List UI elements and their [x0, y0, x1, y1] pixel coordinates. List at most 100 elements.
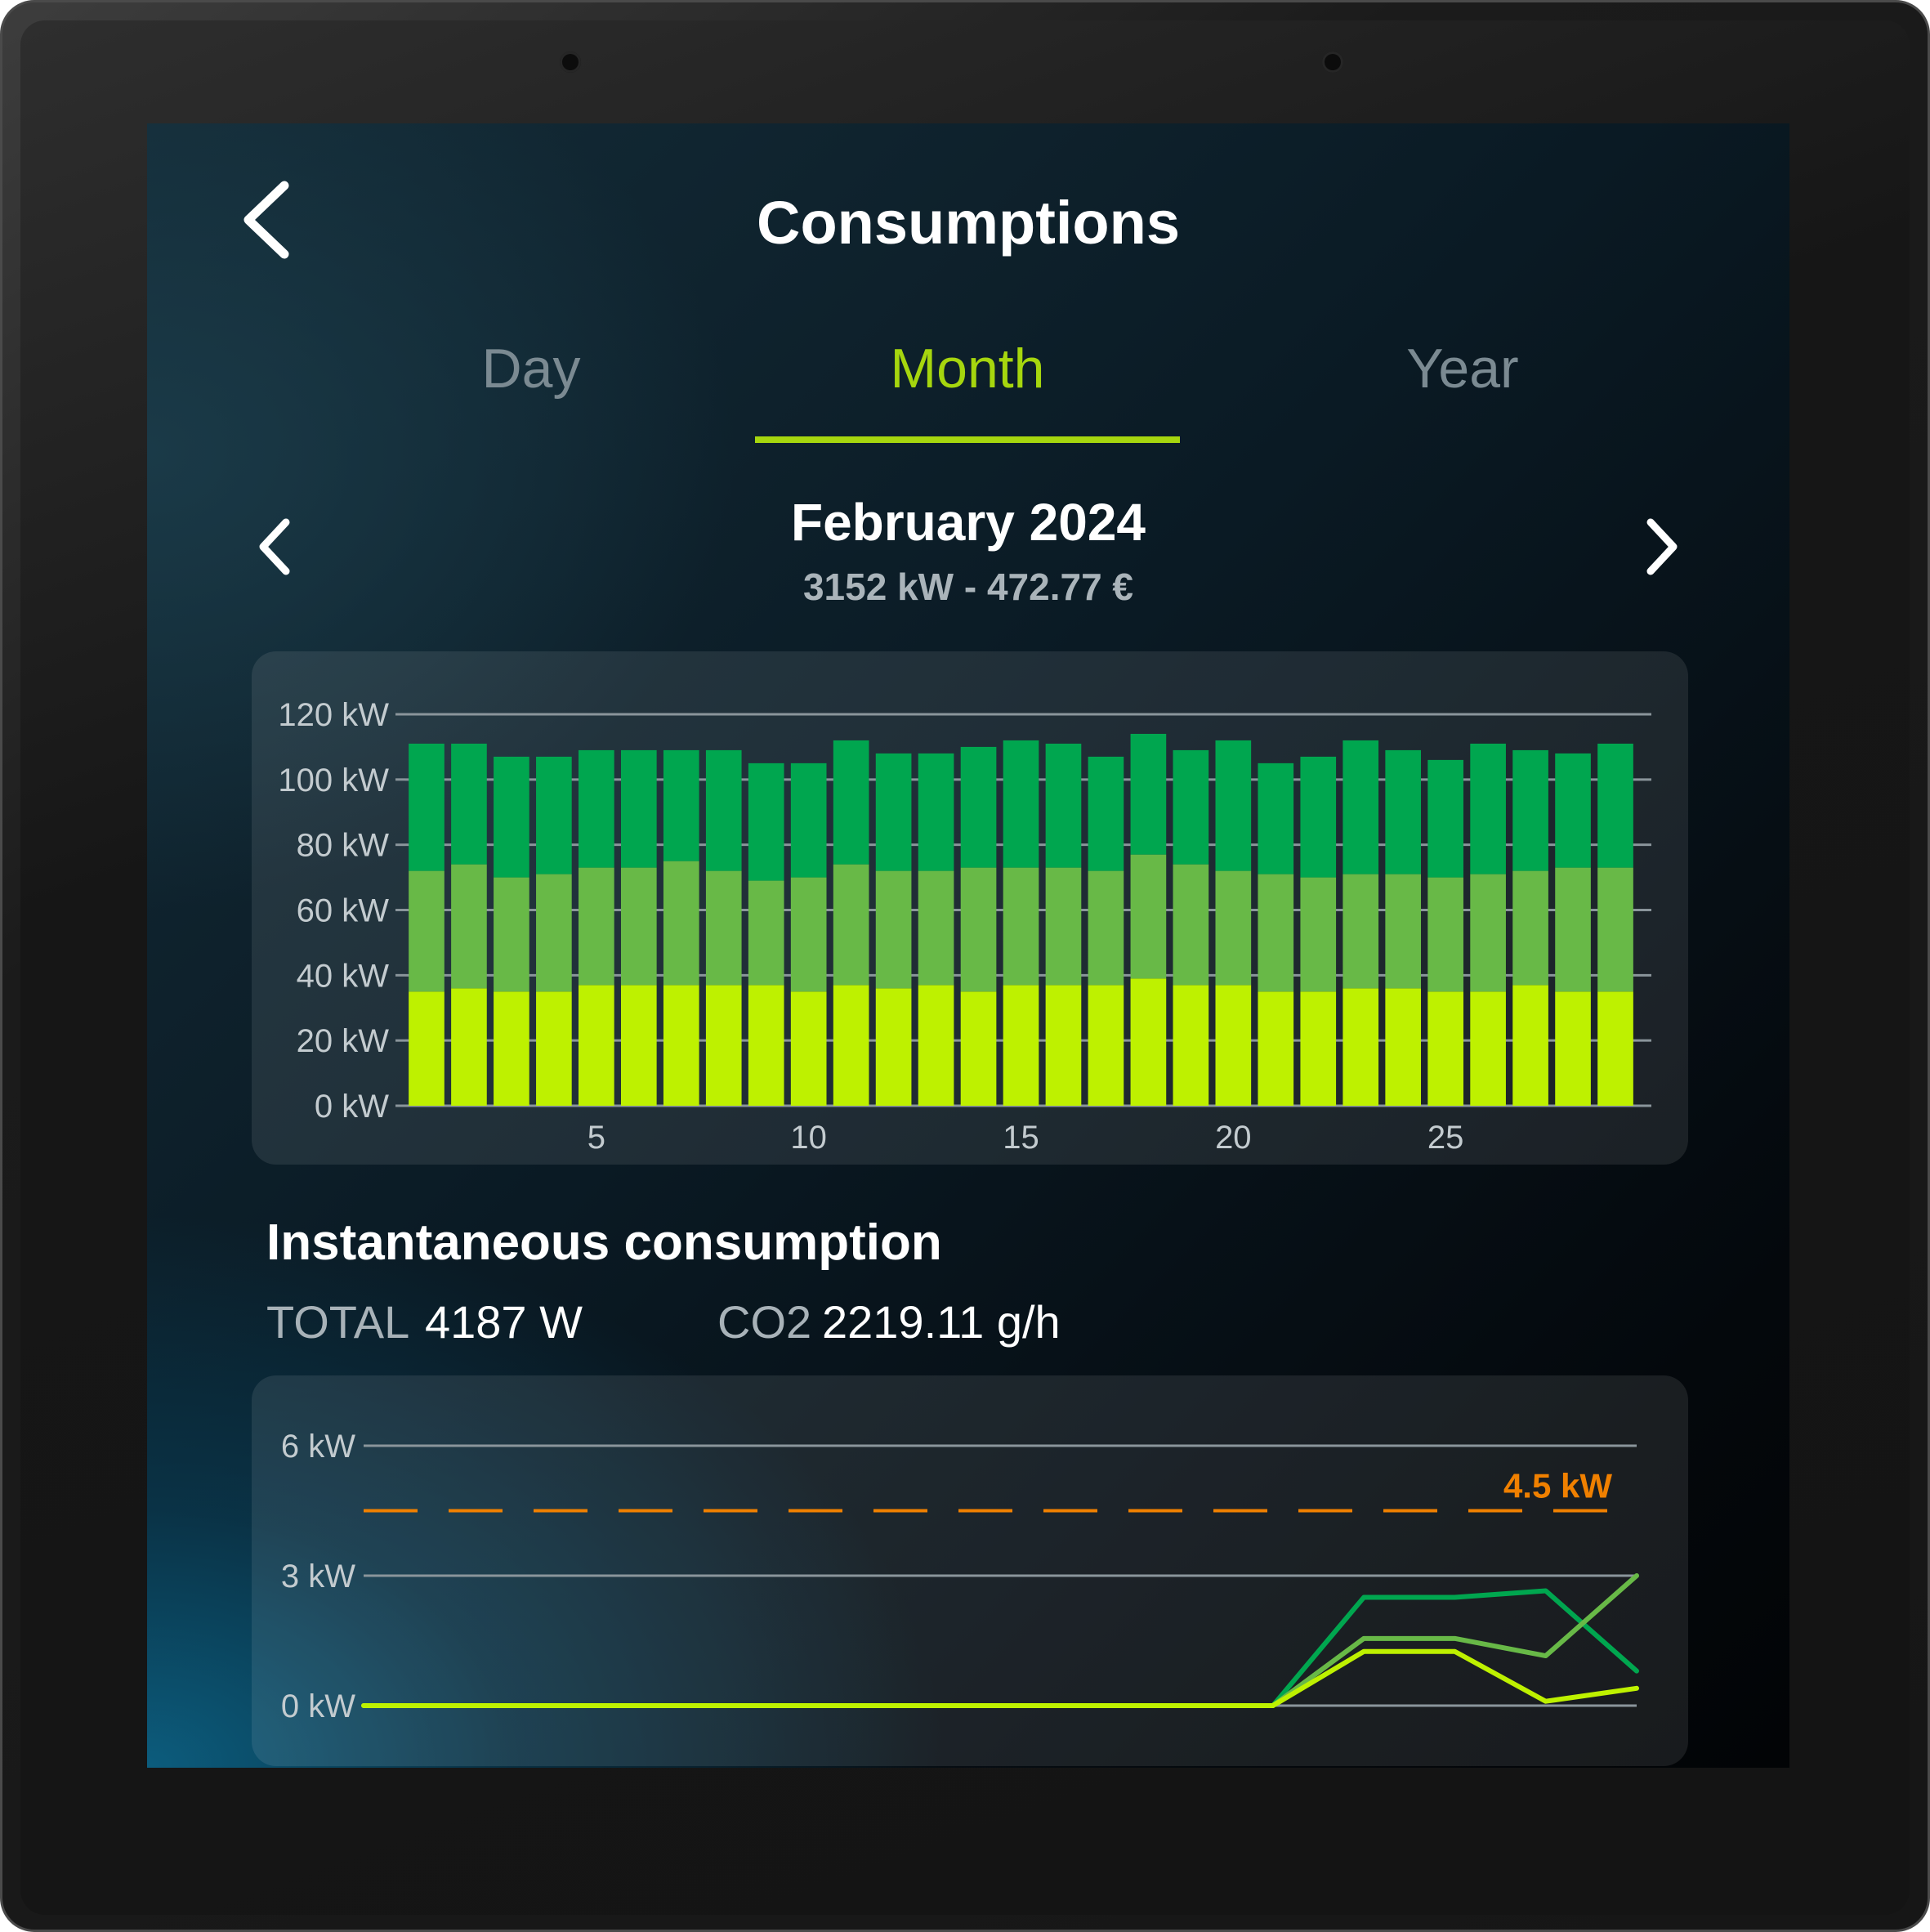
x-tick-label: 10 [790, 1120, 827, 1156]
bar-segment [494, 756, 529, 878]
bar-segment [1300, 877, 1337, 992]
chevron-left-icon [243, 181, 289, 259]
y-tick-label: 0 kW [281, 1688, 355, 1724]
bar-segment [1512, 985, 1548, 1106]
y-tick-label: 80 kW [297, 828, 390, 864]
total-label: TOTAL [266, 1296, 410, 1348]
series-line [361, 1648, 1639, 1708]
bar-segment [451, 988, 487, 1106]
bar-segment [1215, 985, 1252, 1106]
bar-segment [1470, 743, 1506, 874]
y-tick-label: 3 kW [281, 1559, 355, 1594]
bar-segment [1555, 753, 1591, 868]
period-title: February 2024 [790, 493, 1146, 552]
bar-segment [494, 877, 529, 992]
threshold-label: 4.5 kW [1503, 1467, 1612, 1505]
bar-segment [1343, 988, 1379, 1106]
back-button[interactable] [239, 177, 296, 262]
bar-segment [1470, 991, 1506, 1106]
bar-segment [1555, 991, 1591, 1106]
bar-segment [409, 870, 445, 992]
bar-segment [451, 864, 487, 989]
bar-segment [579, 749, 614, 868]
bar-segment [620, 985, 657, 1106]
bar-segment [1385, 874, 1422, 989]
period-summary: 3152 kW - 472.77 € [802, 566, 1134, 608]
bar-segment [1173, 864, 1209, 986]
bar-segment [1088, 756, 1124, 871]
bar-segment [663, 749, 699, 861]
x-tick-label: 5 [587, 1120, 605, 1156]
next-period-button[interactable] [1636, 514, 1685, 579]
bar-segment [1215, 740, 1252, 871]
chevron-right-icon [1646, 518, 1678, 575]
bar-segment [1597, 991, 1633, 1106]
bar-segment [705, 749, 742, 871]
bar-segment [1470, 874, 1506, 992]
bar-segment [1385, 988, 1422, 1106]
bar-segment [960, 746, 997, 868]
bar-segment [1555, 867, 1591, 992]
monthly-chart-card: 0 kW 20 kW 40 kW 60 kW 80 kW 100 kW 120 kW 5 10 1… [252, 651, 1688, 1165]
bar-segment [918, 870, 954, 986]
bar-segment [536, 991, 572, 1106]
co2-label: CO2 [717, 1296, 812, 1348]
bar-segment [918, 985, 954, 1106]
active-tab-indicator [755, 436, 1180, 443]
bar-segment [1427, 877, 1463, 992]
y-tick-label: 120 kW [278, 697, 389, 733]
bar-segment [705, 985, 742, 1106]
camera-right [1322, 51, 1343, 73]
bar-segment [1003, 867, 1039, 986]
bar-segment [1258, 763, 1294, 874]
bar-segment [1130, 978, 1167, 1106]
bar-segment [1045, 985, 1082, 1106]
tab-year[interactable]: Year [1406, 338, 1519, 400]
bar-segment [579, 867, 614, 986]
bar-segment [451, 743, 487, 865]
x-tick-label: 25 [1427, 1120, 1464, 1156]
bar-segment [1427, 991, 1463, 1106]
bar-segment [748, 985, 784, 1106]
y-tick-label: 0 kW [315, 1089, 389, 1125]
bar-segment [1130, 733, 1167, 855]
bar-segment [1300, 991, 1337, 1106]
tab-month[interactable]: Month [890, 338, 1045, 400]
bar-segment [1258, 874, 1294, 992]
bar-segment [1173, 985, 1209, 1106]
bar-segment [1385, 749, 1422, 874]
bar-segment [1003, 740, 1039, 868]
bar-segment [875, 753, 912, 871]
bar-segment [1512, 749, 1548, 871]
bar-segment [1215, 870, 1252, 986]
chevron-left-icon [259, 518, 290, 575]
bar-segment [918, 753, 954, 871]
bar-segment [1088, 985, 1124, 1106]
section-title: Instantaneous consumption [266, 1214, 942, 1271]
co2-value: 2219.11 g/h [822, 1296, 1061, 1348]
bar-segment [1300, 756, 1337, 878]
camera-left [560, 51, 581, 73]
tab-day[interactable]: Day [481, 338, 581, 400]
bar-segment [1173, 749, 1209, 865]
bar-segment [620, 867, 657, 986]
bar-segment [1343, 874, 1379, 989]
page-title: Consumptions [757, 189, 1180, 257]
bar-segment [1003, 985, 1039, 1106]
bar-segment [1045, 743, 1082, 868]
bar-segment [960, 991, 997, 1106]
bar-segment [1343, 740, 1379, 874]
bar-segment [536, 874, 572, 992]
bar-segment [620, 749, 657, 868]
bar-segment [494, 991, 529, 1106]
y-tick-label: 6 kW [281, 1429, 355, 1465]
bar-segment [748, 763, 784, 881]
bar-segment [705, 870, 742, 986]
bar-segment [875, 988, 912, 1106]
x-tick-label: 15 [1003, 1120, 1039, 1156]
bar-segment [1088, 870, 1124, 986]
y-tick-label: 60 kW [297, 893, 390, 929]
bar-segment [1045, 867, 1082, 986]
previous-period-button[interactable] [252, 514, 301, 579]
bar-segment [409, 743, 445, 871]
